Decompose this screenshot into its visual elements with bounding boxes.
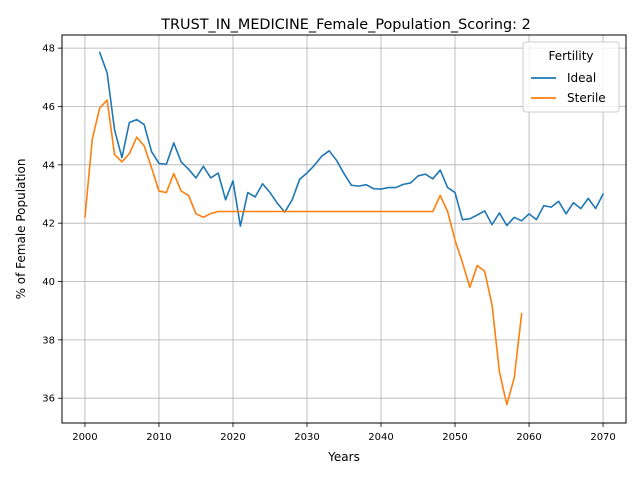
legend-title: Fertility	[548, 49, 593, 63]
x-tick-label: 2000	[72, 432, 97, 443]
y-tick-label: 46	[42, 102, 55, 113]
series-line-ideal	[98, 51, 604, 227]
x-axis-label: Years	[327, 450, 360, 464]
x-tick-label: 2060	[516, 432, 541, 443]
legend-label-sterile: Sterile	[567, 91, 606, 105]
legend-label-ideal: Ideal	[567, 71, 596, 85]
y-tick-label: 40	[42, 277, 55, 288]
y-tick-label: 44	[42, 160, 55, 171]
y-tick-label: 38	[42, 335, 55, 346]
legend-frame	[522, 41, 620, 113]
y-tick-label: 42	[42, 219, 55, 230]
x-tick-label: 2020	[220, 432, 245, 443]
x-tick-label: 2070	[590, 432, 615, 443]
x-tick-label: 2040	[368, 432, 393, 443]
plot-frame	[61, 34, 627, 424]
y-axis-label: % of Female Population	[14, 159, 28, 300]
y-tick-label: 48	[42, 44, 55, 55]
series-line-sterile	[84, 99, 523, 406]
series-layer	[84, 51, 604, 406]
legend: Fertility Ideal Sterile	[522, 41, 620, 113]
x-tick-label: 2010	[146, 432, 171, 443]
y-tick-label: 36	[42, 394, 55, 405]
x-tick-label: 2030	[294, 432, 319, 443]
x-tick-label: 2050	[442, 432, 467, 443]
chart-title: TRUST_IN_MEDICINE_Female_Population_Scor…	[160, 17, 530, 33]
x-axis: 2000 2010 2020 2030 2040 2050 2060 2070	[72, 423, 616, 443]
y-axis: 36 38 40 42 44 46 48	[42, 44, 62, 405]
